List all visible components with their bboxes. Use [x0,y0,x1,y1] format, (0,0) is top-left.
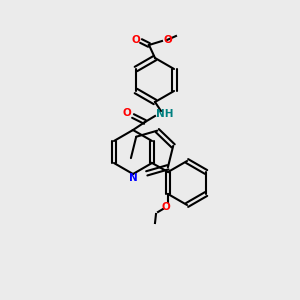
Text: NH: NH [156,109,174,119]
Text: N: N [129,173,137,183]
Text: O: O [132,35,140,45]
Text: O: O [164,35,172,45]
Text: O: O [123,108,131,118]
Text: O: O [162,202,170,212]
